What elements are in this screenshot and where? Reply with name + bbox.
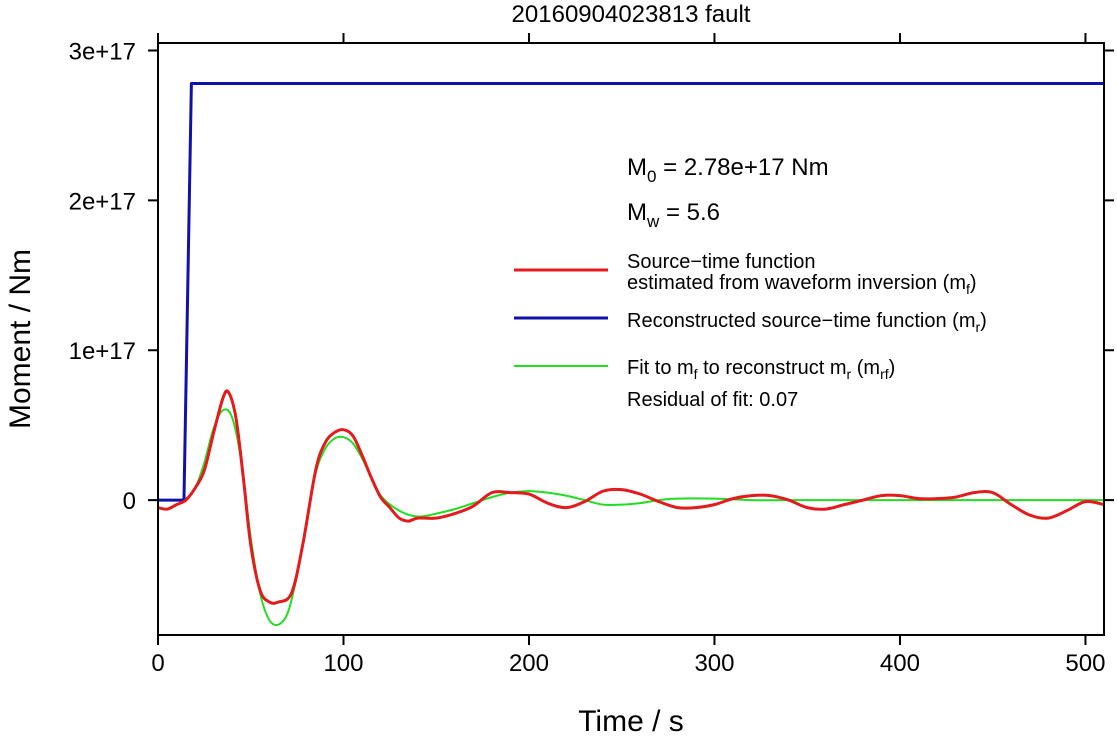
m0-annotation: M0 = 2.78e+17 Nm xyxy=(627,154,829,186)
y-tick-label: 2e+17 xyxy=(69,188,136,215)
x-tick-label: 0 xyxy=(151,650,164,677)
legend-label-mf-line1: Source−time function xyxy=(627,251,815,273)
x-axis: 0 100 200 300 400 500 xyxy=(151,33,1105,677)
series-line-mrf xyxy=(159,408,1103,627)
x-tick-label: 300 xyxy=(694,650,734,677)
legend: Source−time function estimated from wave… xyxy=(514,251,987,411)
legend-label-mrf: Fit to mf to reconstruct mr (mrf) xyxy=(627,357,895,382)
mw-annotation: Mw = 5.6 xyxy=(627,199,720,231)
x-tick-label: 400 xyxy=(880,650,920,677)
plot-frame xyxy=(157,42,1105,636)
legend-label-mr: Reconstructed source−time function (mr) xyxy=(627,310,987,335)
y-tick-label: 3e+17 xyxy=(69,38,136,65)
series-line-mf xyxy=(159,389,1103,605)
y-axis: 0 1e+17 2e+17 3e+17 xyxy=(69,38,1114,515)
residual-annotation: Residual of fit: 0.07 xyxy=(627,389,798,411)
series-line-mr xyxy=(159,81,1103,502)
legend-label-mf-line2: estimated from waveform inversion (mf) xyxy=(627,272,977,297)
x-tick-label: 500 xyxy=(1065,650,1105,677)
y-tick-label: 0 xyxy=(123,488,136,515)
x-axis-label: Time / s xyxy=(578,705,684,736)
chart-title: 20160904023813 fault xyxy=(512,1,751,28)
y-axis-label: Moment / Nm xyxy=(4,249,37,429)
x-tick-label: 200 xyxy=(509,650,549,677)
x-tick-label: 100 xyxy=(323,650,363,677)
y-tick-label: 1e+17 xyxy=(69,338,136,365)
